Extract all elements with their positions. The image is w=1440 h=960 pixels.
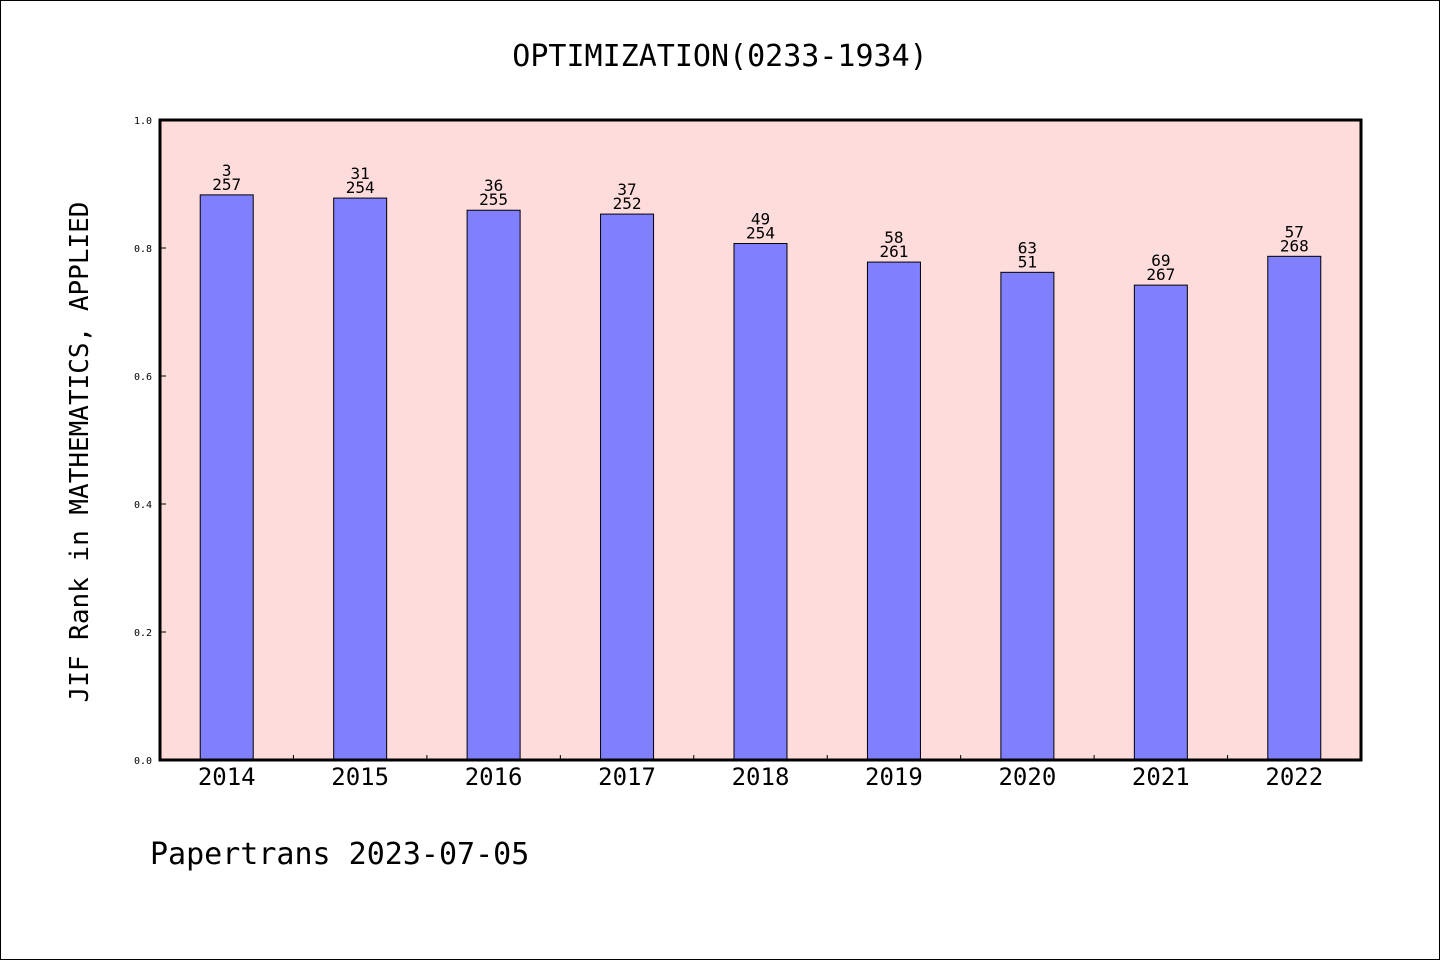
bar-2021 bbox=[1133, 284, 1188, 761]
total-label-2020: 51 bbox=[1018, 252, 1037, 271]
x-tick-label-2014: 2014 bbox=[198, 763, 256, 791]
chart-title: OPTIMIZATION(0233-1934) bbox=[512, 39, 927, 74]
rank-label-2014: 3 bbox=[222, 161, 232, 180]
bars-group bbox=[199, 194, 1322, 761]
bar-2018 bbox=[733, 243, 788, 761]
x-tick-label-2020: 2020 bbox=[998, 763, 1056, 791]
bar-2020 bbox=[1000, 271, 1055, 761]
total-label-2016: 255 bbox=[479, 190, 508, 209]
y-axis: 0.0 0.2 0.4 0.6 0.8 1.0 bbox=[134, 116, 166, 767]
x-tick-label-2019: 2019 bbox=[865, 763, 923, 791]
x-axis: 2014 2015 2016 2017 2018 2019 2020 2021 2022 bbox=[198, 755, 1323, 791]
rank-label-2015: 31 bbox=[351, 164, 370, 183]
footer-credit: Papertrans 2023-07-05 bbox=[150, 837, 529, 872]
rank-label-2019: 58 bbox=[884, 228, 903, 247]
x-tick-label-2022: 2022 bbox=[1265, 763, 1323, 791]
rank-label-2022: 57 bbox=[1285, 222, 1304, 241]
x-tick-label-2015: 2015 bbox=[331, 763, 389, 791]
total-label-2015: 254 bbox=[346, 178, 375, 197]
total-label-2017: 252 bbox=[613, 194, 642, 213]
bar-2016 bbox=[466, 209, 521, 761]
bar-2015 bbox=[333, 197, 388, 761]
x-tick-label-2018: 2018 bbox=[732, 763, 790, 791]
bar-2014 bbox=[199, 194, 254, 761]
x-tick-label-2016: 2016 bbox=[465, 763, 523, 791]
bar-2019 bbox=[866, 261, 921, 761]
bar-2017 bbox=[600, 213, 655, 761]
x-tick-label-2021: 2021 bbox=[1132, 763, 1190, 791]
y-tick-label-0.4: 0.4 bbox=[134, 500, 152, 511]
y-tick-label-0.6: 0.6 bbox=[134, 372, 152, 383]
y-tick-label-0.0: 0.0 bbox=[134, 756, 152, 767]
y-tick-label-0.8: 0.8 bbox=[134, 244, 152, 255]
bar-2022 bbox=[1267, 255, 1322, 761]
rank-label-2021: 69 bbox=[1151, 251, 1170, 270]
rank-label-2017: 37 bbox=[617, 180, 636, 199]
total-label-2021: 267 bbox=[1146, 265, 1175, 284]
total-label-2022: 268 bbox=[1280, 236, 1309, 255]
rank-label-2016: 36 bbox=[484, 176, 503, 195]
plot-border bbox=[158, 118, 1363, 762]
total-label-2019: 261 bbox=[879, 242, 908, 261]
y-axis-label: JIF Rank in MATHEMATICS, APPLIED bbox=[65, 202, 95, 703]
y-tick-label-1.0: 1.0 bbox=[134, 116, 152, 127]
rank-label-2020: 63 bbox=[1018, 238, 1037, 257]
total-label-2014: 257 bbox=[212, 175, 241, 194]
total-label-2018: 254 bbox=[746, 224, 775, 243]
x-tick-label-2017: 2017 bbox=[598, 763, 656, 791]
y-tick-label-0.2: 0.2 bbox=[134, 628, 152, 639]
rank-label-2018: 49 bbox=[751, 210, 770, 229]
